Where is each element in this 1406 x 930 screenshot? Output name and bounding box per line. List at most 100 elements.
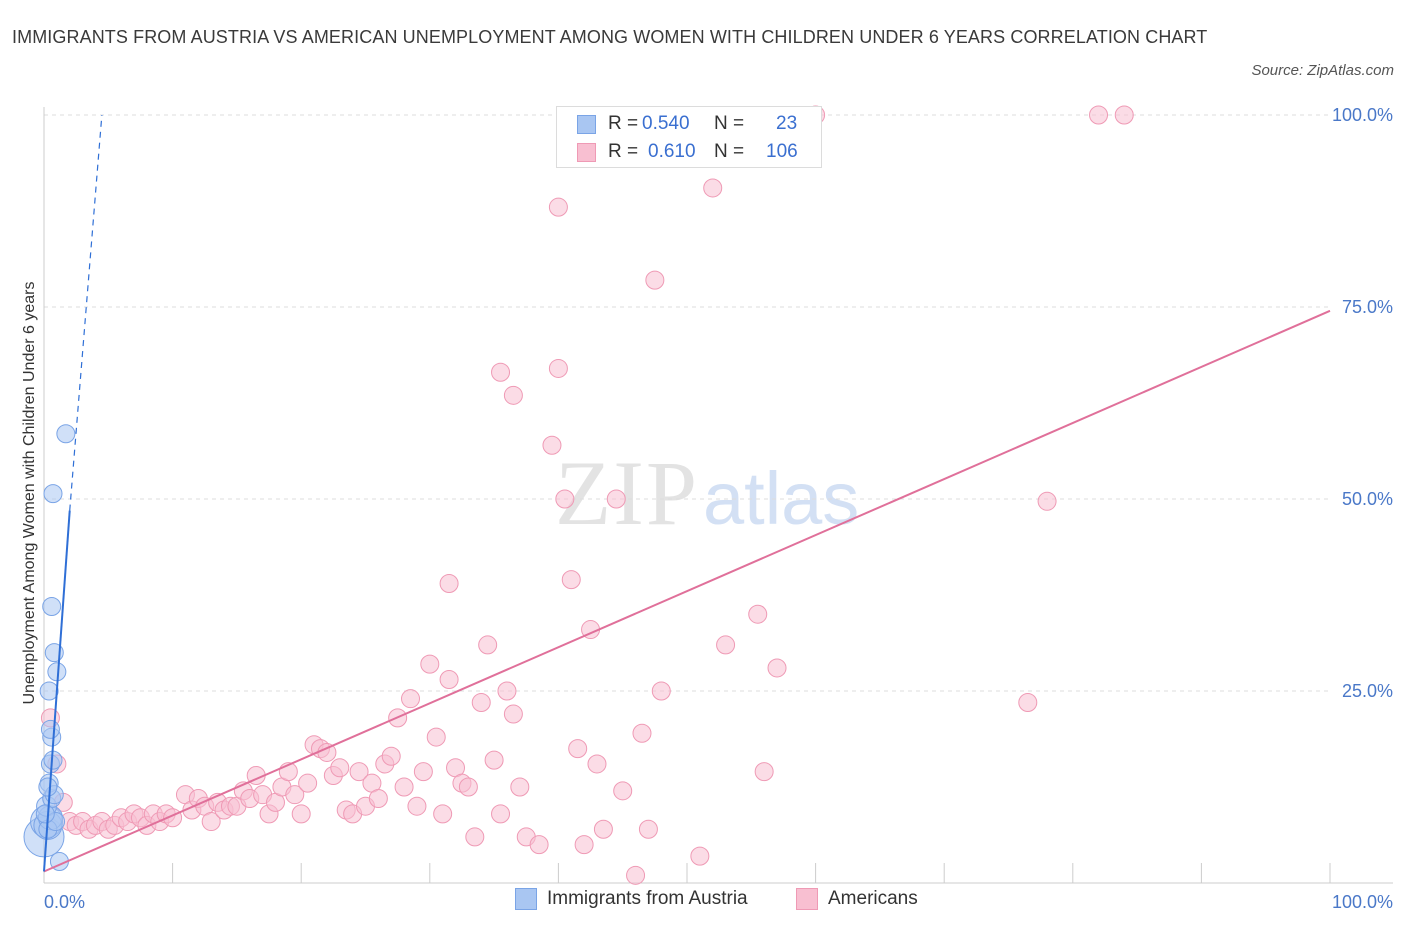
data-point-americans — [439, 669, 459, 689]
data-point-americans — [754, 762, 774, 782]
data-point-americans — [330, 758, 350, 778]
data-point-americans — [503, 704, 523, 724]
source-label: Source: ZipAtlas.com — [1251, 62, 1394, 79]
data-point-americans — [626, 865, 646, 885]
data-point-americans — [767, 658, 787, 678]
data-point-americans — [471, 693, 491, 713]
series-americans-points — [40, 105, 1134, 885]
data-point-americans — [291, 804, 311, 824]
grid-lines — [44, 114, 1330, 692]
data-point-americans — [298, 773, 318, 793]
legend-row-americans: R = 0.610 N = 106 — [577, 140, 806, 164]
data-point-americans — [426, 727, 446, 747]
data-point-americans — [1018, 693, 1038, 713]
legend-n-label: N = — [714, 113, 745, 134]
data-point-americans — [548, 358, 568, 378]
data-point-americans — [465, 827, 485, 847]
x-tick-labels: 0.0% 100.0% — [44, 892, 1393, 912]
trendline-americans — [43, 309, 1331, 873]
legend-item-americans[interactable]: Americans — [796, 888, 918, 910]
data-point-americans — [401, 689, 421, 709]
y-tick-label: 50.0% — [1342, 489, 1393, 509]
trendlines — [43, 114, 1331, 873]
data-point-americans — [1114, 105, 1134, 125]
y-tick-labels: 25.0% 50.0% 75.0% 100.0% — [1332, 105, 1393, 701]
data-point-americans — [1089, 105, 1109, 125]
data-point-austria — [42, 597, 62, 617]
trendline-austria — [43, 510, 71, 872]
data-point-americans — [606, 489, 626, 509]
data-point-americans — [632, 723, 652, 743]
data-point-americans — [690, 846, 710, 866]
x-tick-label-min: 0.0% — [44, 892, 85, 912]
data-point-americans — [561, 570, 581, 590]
stats-legend: R = 0.540 N = 23 R = 0.610 N = 106 — [556, 106, 822, 168]
data-point-americans — [716, 635, 736, 655]
data-point-americans — [491, 804, 511, 824]
chart-title: IMMIGRANTS FROM AUSTRIA VS AMERICAN UNEM… — [12, 27, 1208, 47]
data-point-americans — [349, 762, 369, 782]
data-point-americans — [478, 635, 498, 655]
watermark-zip: ZIP — [555, 442, 699, 544]
data-point-americans — [458, 777, 478, 797]
data-point-austria — [39, 681, 59, 701]
data-point-americans — [638, 819, 658, 839]
data-point-americans — [510, 777, 530, 797]
data-point-americans — [645, 270, 665, 290]
data-point-americans — [368, 789, 388, 809]
data-point-americans — [381, 746, 401, 766]
watermark: ZIPatlas — [555, 440, 859, 546]
data-point-americans — [748, 604, 768, 624]
data-point-americans — [703, 178, 723, 198]
data-point-americans — [613, 781, 633, 801]
legend-row-austria: R = 0.540 N = 23 — [577, 112, 816, 136]
data-point-austria — [43, 484, 63, 504]
y-tick-label: 25.0% — [1342, 681, 1393, 701]
data-point-americans — [542, 435, 562, 455]
trendline-austria-extension — [69, 114, 103, 511]
data-point-americans — [568, 739, 588, 759]
data-point-americans — [503, 385, 523, 405]
data-point-austria — [56, 424, 76, 444]
data-point-americans — [491, 362, 511, 382]
data-point-americans — [285, 785, 305, 805]
data-point-americans — [433, 804, 453, 824]
data-point-americans — [587, 754, 607, 774]
data-point-americans — [439, 573, 459, 593]
legend-label-austria: Immigrants from Austria — [547, 888, 748, 909]
legend-n-value: 23 — [776, 113, 798, 134]
legend-n-label: N = — [714, 141, 745, 162]
legend-n-value: 106 — [766, 141, 798, 162]
legend-label-americans: Americans — [828, 888, 918, 909]
legend-item-austria[interactable]: Immigrants from Austria — [515, 888, 748, 910]
legend-swatch-austria — [577, 114, 596, 134]
data-point-americans — [574, 835, 594, 855]
x-tick-label-max: 100.0% — [1332, 892, 1393, 912]
y-tick-label: 75.0% — [1342, 297, 1393, 317]
legend-swatch-americans — [577, 142, 596, 162]
legend-r-label: R = — [608, 113, 639, 134]
data-point-americans — [420, 654, 440, 674]
data-point-americans — [593, 819, 613, 839]
axes — [43, 107, 1393, 884]
data-point-americans — [497, 681, 517, 701]
legend-swatch-americans — [796, 888, 818, 910]
data-point-americans — [201, 812, 221, 832]
y-tick-label: 100.0% — [1332, 105, 1393, 125]
data-point-americans — [394, 777, 414, 797]
data-point-americans — [1037, 491, 1057, 511]
data-point-americans — [555, 489, 575, 509]
legend-swatch-austria — [515, 888, 537, 910]
legend-r-label: R = — [608, 141, 639, 162]
data-point-austria — [35, 804, 55, 824]
data-point-austria — [40, 719, 60, 739]
data-point-americans — [413, 762, 433, 782]
data-point-americans — [529, 835, 549, 855]
legend-r-value: 0.540 — [642, 113, 690, 134]
data-point-austria — [38, 777, 58, 797]
data-point-americans — [407, 796, 427, 816]
legend-r-value: 0.610 — [648, 141, 696, 162]
data-point-americans — [548, 197, 568, 217]
data-point-americans — [484, 750, 504, 770]
